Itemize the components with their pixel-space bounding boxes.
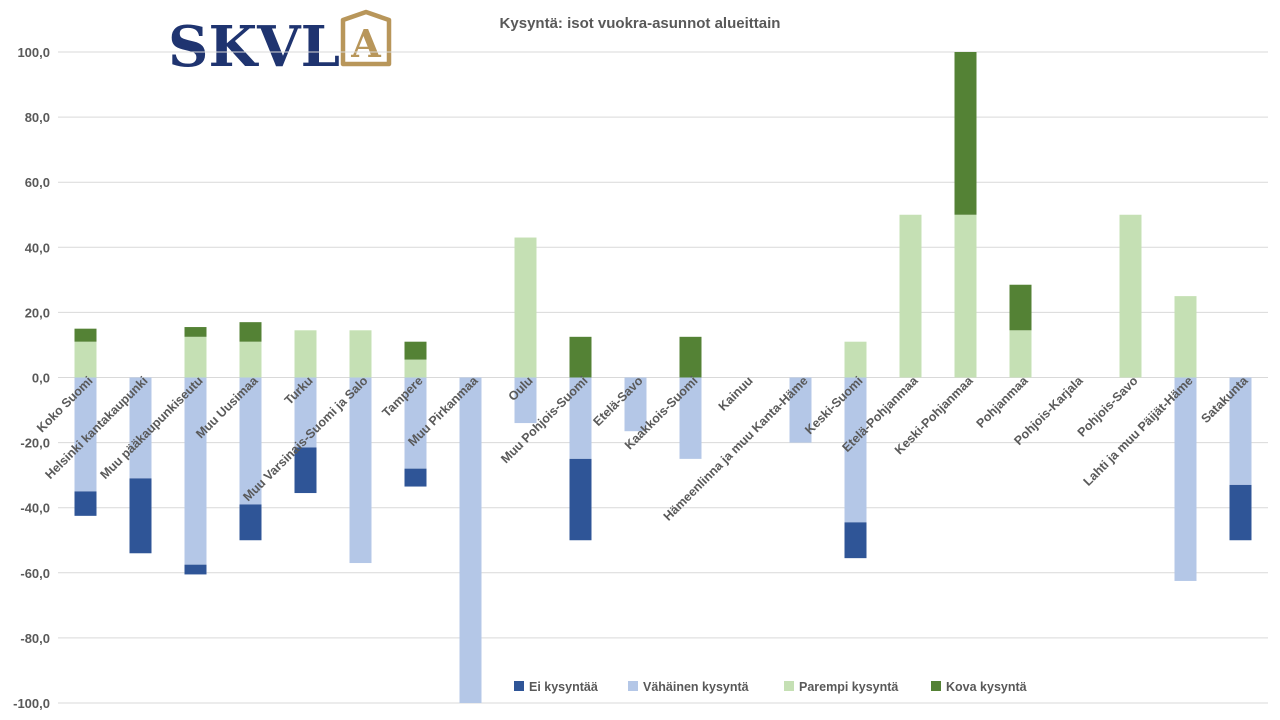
bar-segment bbox=[459, 377, 482, 703]
legend-label: Ei kysyntää bbox=[529, 680, 598, 694]
house-icon: A bbox=[340, 9, 392, 67]
bar-segment bbox=[569, 458, 592, 541]
bar-segment bbox=[624, 377, 647, 432]
bar-segment bbox=[129, 377, 152, 479]
y-tick-label: 80,0 bbox=[25, 110, 50, 125]
bar-segment bbox=[1229, 377, 1252, 485]
bar-segment bbox=[239, 341, 262, 378]
x-tick-label: Pohjanmaa bbox=[974, 373, 1032, 431]
bar-segment bbox=[294, 377, 317, 448]
y-axis-ticks: -100,0 -80,0 -60,0 -40,0 -20,0 0,0 20,0 40,0 60,… bbox=[13, 45, 50, 711]
bar-segment bbox=[569, 336, 592, 378]
y-tick-label: -20,0 bbox=[20, 436, 50, 451]
bar-segment bbox=[404, 359, 427, 378]
bar-segment bbox=[184, 327, 207, 337]
bar-segment bbox=[349, 330, 372, 378]
bar-segment bbox=[679, 336, 702, 378]
bar-segment bbox=[294, 447, 317, 494]
y-tick-label: -60,0 bbox=[20, 566, 50, 581]
bar-segment bbox=[239, 377, 262, 505]
bar-segment bbox=[74, 328, 97, 342]
bar-segment bbox=[404, 341, 427, 360]
legend-swatch bbox=[931, 681, 941, 691]
bar-segment bbox=[129, 478, 152, 554]
bar-segment bbox=[74, 341, 97, 378]
y-tick-label: 0,0 bbox=[32, 371, 50, 386]
bar-segment bbox=[184, 377, 207, 565]
logo-letter: A bbox=[350, 21, 381, 66]
bar-segment bbox=[1119, 214, 1142, 378]
bar-segment bbox=[239, 504, 262, 541]
chart-title: Kysyntä: isot vuokra-asunnot alueittain bbox=[500, 15, 781, 32]
y-tick-label: -40,0 bbox=[20, 501, 50, 516]
legend-swatch bbox=[784, 681, 794, 691]
legend-label: Parempi kysyntä bbox=[799, 680, 898, 694]
house-outline bbox=[340, 9, 392, 67]
bar-segment bbox=[514, 377, 537, 424]
y-tick-label: 100,0 bbox=[17, 45, 50, 60]
bar-segment bbox=[954, 214, 977, 378]
bar-segment bbox=[294, 330, 317, 378]
y-tick-label: 20,0 bbox=[25, 305, 50, 320]
bar-segment bbox=[679, 377, 702, 459]
legend-swatch bbox=[514, 681, 524, 691]
bar-segment bbox=[899, 214, 922, 378]
bar-segment bbox=[1229, 484, 1252, 541]
legend-label: Kova kysyntä bbox=[946, 680, 1027, 694]
y-tick-label: 40,0 bbox=[25, 240, 50, 255]
y-tick-label: -100,0 bbox=[13, 696, 50, 711]
bar-segment bbox=[1174, 377, 1197, 581]
legend-swatch bbox=[628, 681, 638, 691]
bar-segment bbox=[404, 377, 427, 469]
bar-segment bbox=[844, 522, 867, 559]
y-tick-label: -80,0 bbox=[20, 631, 50, 646]
bar-segment bbox=[184, 336, 207, 378]
bar-segment bbox=[184, 564, 207, 575]
bar-segment bbox=[954, 52, 977, 215]
bar-segment bbox=[349, 377, 372, 564]
bar-segment bbox=[569, 377, 592, 459]
bar-segment bbox=[1009, 284, 1032, 331]
legend: Ei kysyntää Vähäinen kysyntä Parempi kysyn… bbox=[514, 680, 1027, 694]
logo-text: SKVL bbox=[168, 14, 340, 80]
bars bbox=[74, 52, 1252, 703]
bar-segment bbox=[844, 341, 867, 378]
bar-segment bbox=[1174, 296, 1197, 378]
bar-segment bbox=[844, 377, 867, 523]
bar-segment bbox=[239, 322, 262, 342]
bar-segment bbox=[74, 377, 97, 492]
x-tick-label: Kainuu bbox=[716, 374, 756, 414]
bar-segment bbox=[404, 468, 427, 487]
legend-label: Vähäinen kysyntä bbox=[643, 680, 749, 694]
y-tick-label: 60,0 bbox=[25, 175, 50, 190]
bar-segment bbox=[74, 491, 97, 516]
bar-segment bbox=[1009, 330, 1032, 378]
bar-segment bbox=[789, 377, 812, 443]
bar-segment bbox=[514, 237, 537, 378]
skvla-logo: SKVL A bbox=[168, 9, 392, 80]
